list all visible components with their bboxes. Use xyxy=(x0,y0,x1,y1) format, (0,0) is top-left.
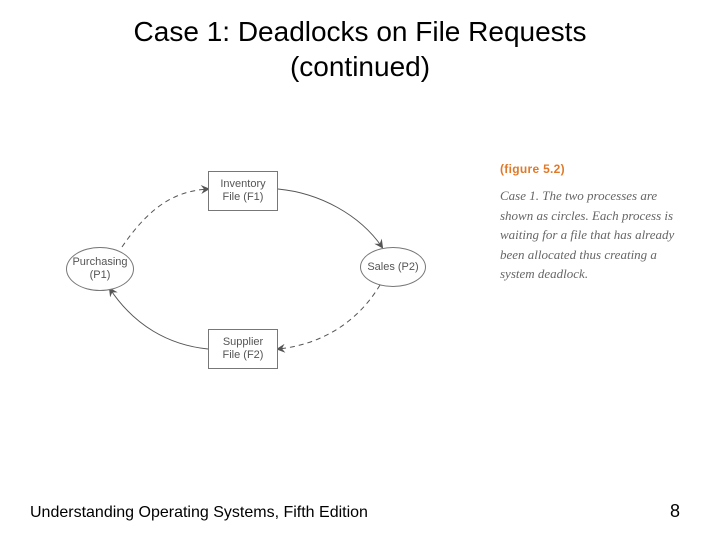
node-p2: Sales (P2) xyxy=(360,247,426,287)
node-f1-label1: Inventory xyxy=(213,178,273,191)
title-line-1: Case 1: Deadlocks on File Requests xyxy=(134,16,587,47)
page-number: 8 xyxy=(670,501,680,522)
deadlock-diagram: Purchasing(P1) InventoryFile (F1) Sales (P… xyxy=(60,155,460,395)
footer-book-title: Understanding Operating Systems, Fifth E… xyxy=(30,504,368,522)
caption-text: Case 1. The two processes are shown as c… xyxy=(500,186,690,284)
figure-caption: (figure 5.2) Case 1. The two processes a… xyxy=(500,160,690,284)
edge-f1-p2 xyxy=(278,189,382,247)
node-f2-label1: Supplier xyxy=(213,336,273,349)
node-p1: Purchasing(P1) xyxy=(66,247,134,291)
edge-p2-f2 xyxy=(278,285,380,349)
node-f1-label2: File (F1) xyxy=(213,191,273,204)
node-p1-label2: (P1) xyxy=(71,269,129,282)
figure-label: (figure 5.2) xyxy=(500,160,690,178)
edge-f2-p1 xyxy=(110,289,208,349)
slide: Case 1: Deadlocks on File Requests (cont… xyxy=(0,0,720,540)
node-f1: InventoryFile (F1) xyxy=(208,171,278,211)
edge-p1-f1 xyxy=(122,189,208,247)
node-f2-label2: File (F2) xyxy=(213,349,273,362)
slide-title: Case 1: Deadlocks on File Requests (cont… xyxy=(0,14,720,84)
node-f2: SupplierFile (F2) xyxy=(208,329,278,369)
title-line-2: (continued) xyxy=(290,51,430,82)
node-p2-label1: Sales (P2) xyxy=(365,261,421,274)
node-p1-label1: Purchasing xyxy=(71,256,129,269)
